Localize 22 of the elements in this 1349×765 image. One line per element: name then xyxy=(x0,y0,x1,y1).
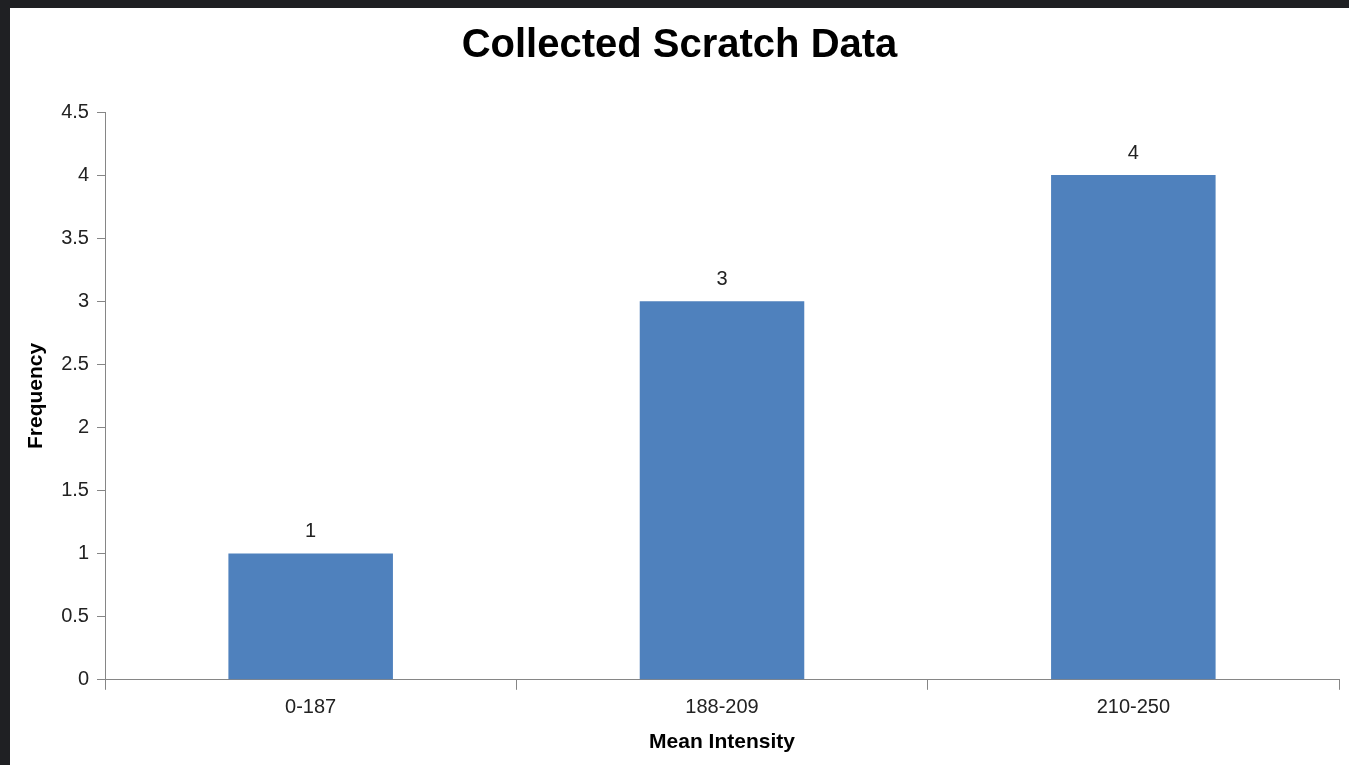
y-tick-label: 0.5 xyxy=(61,604,89,627)
y-tick-label: 4.5 xyxy=(61,99,89,122)
y-axis-title: Frequency xyxy=(23,342,47,449)
y-tick-label: 1.5 xyxy=(61,478,89,501)
bar xyxy=(639,301,805,680)
bar xyxy=(228,553,393,680)
x-axis-title: Mean Intensity xyxy=(649,729,796,753)
y-tick-label: 2 xyxy=(77,414,89,437)
y-tick-label: 0 xyxy=(77,667,89,690)
data-label: 1 xyxy=(305,519,317,542)
y-tick-label: 3.5 xyxy=(61,225,89,248)
y-tick-label: 3 xyxy=(77,288,89,311)
data-label: 4 xyxy=(1127,140,1139,163)
bar xyxy=(1051,175,1216,680)
x-tick-label: 0-187 xyxy=(285,695,337,718)
y-tick-label: 1 xyxy=(77,541,89,564)
y-tick-label: 2.5 xyxy=(61,351,89,374)
chart-title: Collected Scratch Data xyxy=(461,21,899,66)
y-tick-label: 4 xyxy=(77,162,89,185)
x-tick-label: 188-209 xyxy=(685,695,759,718)
data-label: 3 xyxy=(716,266,728,289)
x-tick-label: 210-250 xyxy=(1096,695,1171,718)
